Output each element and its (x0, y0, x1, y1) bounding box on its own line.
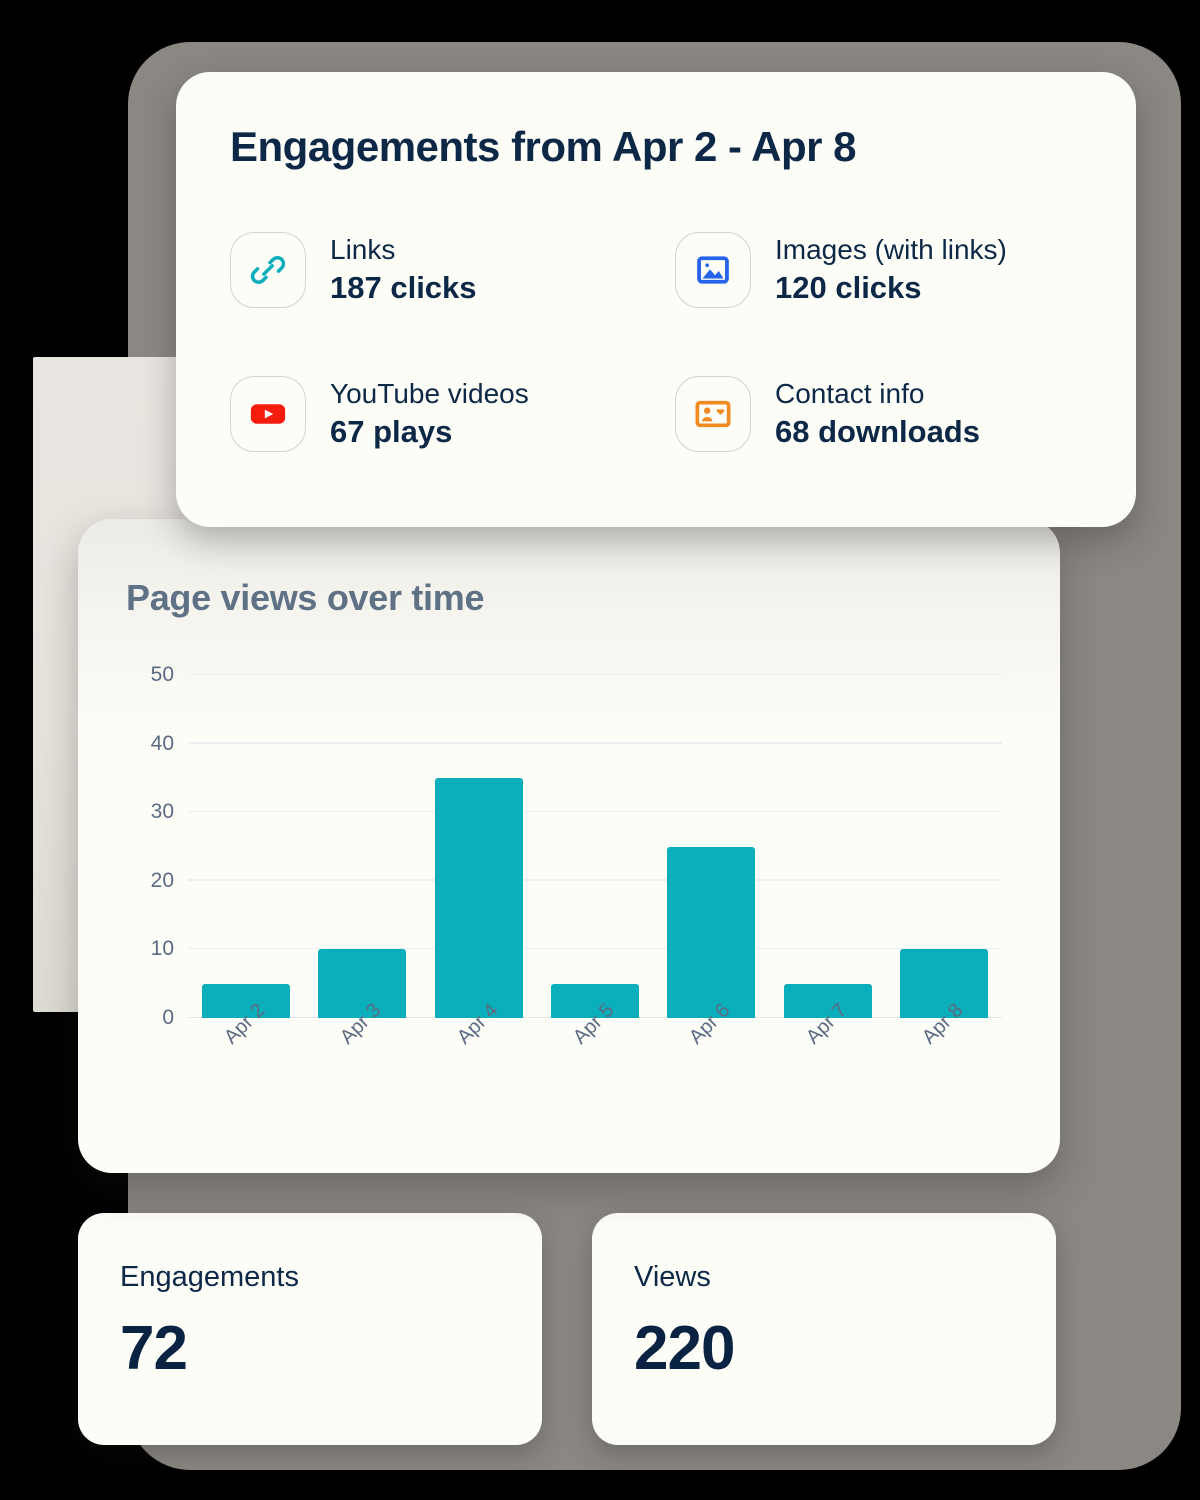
chart-bar[interactable] (434, 777, 523, 1018)
link-icon (250, 256, 286, 285)
metric-label: YouTube videos (330, 378, 529, 410)
stat-label: Engagements (120, 1261, 299, 1293)
metric-images[interactable]: Images (with links) 120 clicks (675, 232, 1082, 309)
metric-value: 187 clicks (330, 270, 477, 306)
image-icon-box (675, 232, 751, 309)
y-axis-tick-label: 50 (150, 663, 174, 686)
metric-youtube-text: YouTube videos 67 plays (330, 376, 529, 452)
metric-youtube[interactable]: YouTube videos 67 plays (230, 376, 637, 453)
metric-images-text: Images (with links) 120 clicks (775, 232, 1007, 308)
chart-bar[interactable] (550, 983, 639, 1018)
metric-contact-info[interactable]: Contact info 68 downloads (675, 376, 1082, 453)
contact-card-icon-box (675, 376, 751, 453)
metrics-grid: Links 187 clicks Images (with links) 120… (230, 232, 1082, 453)
gridline (188, 742, 1002, 744)
stat-card-views: Views 220 (592, 1213, 1056, 1445)
bar-slot[interactable] (537, 675, 653, 1018)
gridline (188, 810, 1002, 813)
chart-plot-wrapper: 0 10 20 30 40 50 Apr 2 Apr 3 Apr 4 Apr 5 Apr 6 Apr… (126, 663, 1002, 1063)
metric-value: 68 downloads (775, 414, 980, 450)
bar-slot[interactable] (769, 675, 885, 1018)
bar-slot[interactable] (421, 675, 537, 1018)
chart-bar[interactable] (667, 846, 756, 1018)
contact-card-icon (695, 401, 731, 428)
engagements-card: Engagements from Apr 2 - Apr 8 Links 187… (176, 72, 1136, 527)
y-axis-tick-label: 0 (162, 1006, 174, 1029)
gridline (188, 879, 1002, 881)
y-axis-tick-label: 20 (150, 868, 174, 892)
chart-bars (188, 675, 1002, 1018)
page-title: Engagements from Apr 2 - Apr 8 (230, 123, 857, 170)
metric-links[interactable]: Links 187 clicks (230, 232, 637, 309)
page-views-chart-card: Page views over time 0 10 20 30 40 50 Apr 2 Ap… (78, 519, 1060, 1173)
link-icon-box (230, 232, 306, 309)
chart-bar[interactable] (783, 983, 872, 1018)
metric-contact-info-text: Contact info 68 downloads (775, 376, 980, 452)
stat-label: Views (634, 1261, 711, 1293)
stat-card-engagements: Engagements 72 (78, 1213, 542, 1445)
bar-slot[interactable] (653, 675, 769, 1018)
image-icon (697, 256, 729, 284)
stat-value: 220 (634, 1314, 735, 1383)
bar-slot[interactable] (886, 675, 1002, 1018)
gridline (188, 673, 1002, 675)
bar-slot[interactable] (304, 675, 420, 1018)
youtube-icon-box (230, 376, 306, 453)
y-axis-tick-label: 40 (150, 731, 174, 755)
y-axis-tick-label: 10 (150, 937, 174, 961)
metric-label: Links (330, 234, 396, 266)
chart-bar[interactable] (202, 983, 291, 1018)
gridline (188, 948, 1002, 950)
bar-slot[interactable] (188, 675, 304, 1018)
metric-links-text: Links 187 clicks (330, 232, 477, 308)
metric-label: Images (with links) (775, 234, 1007, 266)
chart-bar[interactable] (318, 949, 407, 1018)
chart-title: Page views over time (126, 577, 485, 618)
youtube-icon (250, 404, 286, 424)
metric-value: 120 clicks (775, 270, 922, 306)
stat-value: 72 (120, 1314, 188, 1383)
metric-value: 67 plays (330, 414, 453, 450)
chart-bar[interactable] (899, 949, 988, 1018)
chart-plot-area: 0 10 20 30 40 50 Apr 2 Apr 3 Apr 4 Apr 5 Apr 6 Apr… (151, 663, 1002, 1049)
metric-label: Contact info (775, 378, 925, 410)
y-axis-tick-label: 30 (150, 800, 174, 824)
